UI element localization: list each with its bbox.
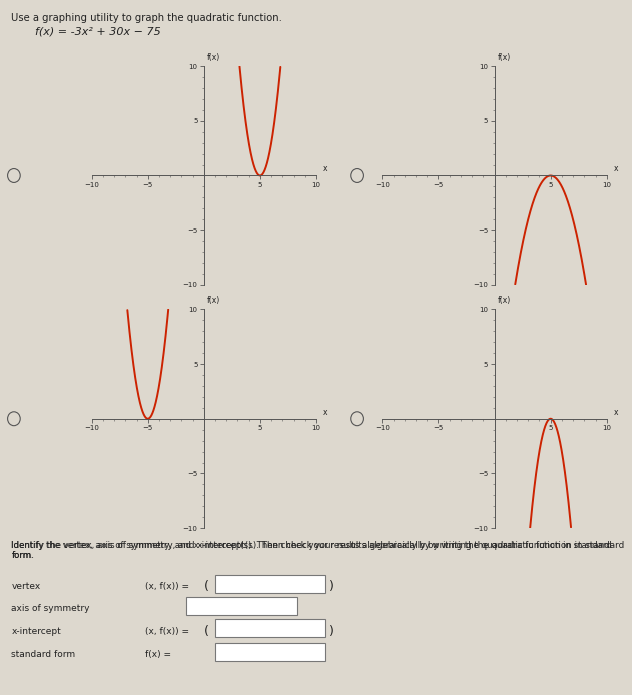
Text: Use a graphing utility to graph the quadratic function.: Use a graphing utility to graph the quad… (11, 13, 283, 22)
Text: vertex: vertex (11, 582, 40, 591)
Text: ): ) (329, 625, 334, 637)
Text: (x, f(x)) =: (x, f(x)) = (145, 582, 190, 591)
Text: Identify the vertex, axis of symmetry, and x-intercept(s). Then check your resul: Identify the vertex, axis of symmetry, a… (11, 541, 612, 560)
Text: (x, f(x)) =: (x, f(x)) = (145, 627, 190, 635)
Text: f(x): f(x) (498, 296, 511, 305)
Text: f(x) =: f(x) = (145, 651, 171, 659)
Text: (: ( (204, 580, 209, 593)
Text: x: x (323, 407, 327, 416)
Text: f(x): f(x) (498, 53, 511, 62)
Text: standard form: standard form (11, 651, 75, 659)
Text: (: ( (204, 625, 209, 637)
Text: f(x) = -3x² + 30x − 75: f(x) = -3x² + 30x − 75 (35, 26, 161, 36)
Text: x: x (614, 407, 618, 416)
Text: axis of symmetry: axis of symmetry (11, 605, 90, 613)
Text: x-intercept: x-intercept (11, 627, 61, 635)
Text: x: x (323, 164, 327, 173)
Text: f(x): f(x) (207, 53, 221, 62)
Text: Identify the vertex, axis of symmetry, and x-intercept(s). Then check your resul: Identify the vertex, axis of symmetry, a… (11, 541, 624, 560)
Text: ): ) (329, 580, 334, 593)
Text: f(x): f(x) (207, 296, 221, 305)
Text: x: x (614, 164, 618, 173)
